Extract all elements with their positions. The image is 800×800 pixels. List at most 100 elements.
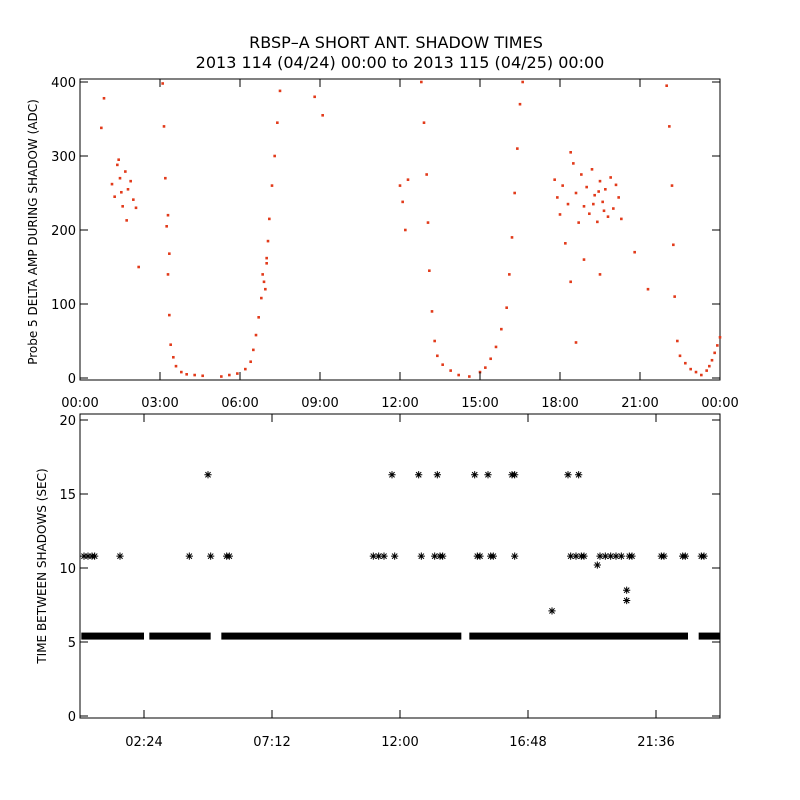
bottom-point-4	[116, 552, 124, 560]
top-point-89	[580, 173, 583, 176]
bottom-point-48	[660, 552, 668, 560]
top-point-55	[404, 228, 407, 232]
top-point-17	[164, 176, 167, 180]
top-point-131	[716, 344, 719, 347]
top-point-85	[566, 202, 570, 206]
top-point-86	[572, 162, 575, 165]
top-point-127	[705, 369, 708, 372]
bottom-point-0	[80, 552, 88, 560]
top-panel: 00:00 03:00 06:00 09:00 12:00 15:00 18:00 21:00…	[26, 76, 739, 411]
bottom-point-6	[204, 471, 212, 479]
bottom-point-20	[439, 552, 447, 560]
top-point-37	[262, 280, 266, 284]
top-point-43	[276, 121, 279, 124]
top-point-120	[673, 295, 676, 298]
top-point-73	[500, 327, 503, 331]
bottom-point-13	[388, 471, 396, 479]
top-point-41	[270, 184, 274, 187]
bottom-point-50	[681, 552, 689, 560]
top-point-1	[113, 195, 116, 198]
bottom-x-tick-label: 12:00	[381, 735, 418, 750]
bottom-point-43	[623, 586, 631, 594]
top-point-70	[484, 366, 487, 369]
bottom-point-9	[225, 552, 233, 560]
top-point-56	[406, 178, 410, 181]
top-point-5	[124, 170, 127, 173]
top-x-tick-label: 12:00	[381, 396, 418, 411]
bottom-plot-frame	[79, 413, 721, 719]
top-point-25	[185, 373, 188, 376]
top-x-tick-label: 18:00	[541, 396, 578, 411]
top-point-117	[668, 125, 671, 128]
top-point-53	[398, 184, 402, 187]
bottom-point-42	[617, 552, 625, 560]
bottom-point-31	[564, 471, 572, 479]
top-y-tick-label: 0	[68, 372, 76, 387]
top-point-114	[633, 250, 636, 254]
top-point-60	[426, 221, 430, 224]
top-point-23	[174, 364, 178, 368]
bottom-y-axis-label: TIME BETWEEN SHADOWS (SEC)	[35, 468, 49, 664]
top-point-130	[713, 351, 716, 355]
top-point-59	[425, 173, 428, 176]
top-point-81	[553, 178, 556, 181]
top-point-125	[694, 370, 698, 374]
top-point-126	[700, 373, 703, 377]
bottom-point-1	[84, 552, 92, 560]
bottom-x-tick-label: 07:12	[253, 735, 290, 750]
bottom-point-41	[612, 552, 620, 560]
top-point-27	[201, 374, 204, 378]
bottom-point-16	[417, 552, 425, 560]
top-point-18	[165, 225, 168, 228]
bottom-baseline-band	[81, 632, 720, 640]
top-point-66	[449, 369, 452, 372]
top-y-tick-label: 300	[51, 150, 76, 165]
top-point-96	[598, 179, 602, 183]
top-point-97	[601, 200, 604, 204]
top-y-axis-label: Probe 5 DELTA AMP DURING SHADOW (ADC)	[26, 99, 40, 365]
top-point-83	[558, 213, 562, 216]
baseline-segment-0	[81, 632, 144, 640]
bottom-point-30	[548, 607, 556, 615]
top-data-points	[100, 80, 722, 378]
top-point-80	[521, 80, 524, 84]
top-point-26	[193, 373, 196, 377]
top-y-tick-label: 100	[51, 298, 76, 313]
top-point-123	[684, 361, 687, 365]
top-y-axis: 0 100 200 300 400	[51, 76, 720, 387]
top-point-10	[120, 190, 123, 194]
bottom-point-3	[91, 552, 99, 560]
top-point-113	[574, 341, 578, 344]
bottom-point-29	[511, 552, 519, 560]
bottom-point-52	[700, 552, 708, 560]
top-point-88	[577, 221, 580, 224]
bottom-x-tick-label: 02:24	[125, 735, 162, 750]
top-point-40	[268, 217, 271, 221]
top-point-94	[593, 193, 596, 197]
top-point-75	[508, 273, 511, 276]
top-point-44	[278, 89, 282, 93]
top-point-22	[172, 355, 175, 359]
bottom-y-tick-label: 20	[59, 414, 76, 429]
top-point-15	[161, 82, 164, 85]
bottom-point-24	[484, 471, 492, 479]
top-point-38	[265, 262, 268, 265]
top-x-tick-label: 00:00	[701, 396, 738, 411]
top-point-112	[569, 280, 572, 284]
bottom-point-18	[433, 471, 441, 479]
top-point-39	[266, 239, 270, 243]
top-point-51	[168, 252, 171, 255]
bottom-point-7	[207, 552, 215, 560]
top-point-119	[672, 243, 675, 247]
bottom-point-40	[607, 552, 615, 560]
top-x-tick-label: 09:00	[301, 396, 338, 411]
bottom-y-tick-label: 15	[59, 488, 76, 503]
top-point-90	[582, 205, 586, 208]
top-point-129	[710, 358, 714, 362]
top-point-9	[117, 158, 120, 161]
bottom-y-tick-label: 0	[68, 710, 76, 725]
bottom-point-32	[567, 552, 575, 560]
top-point-45	[261, 273, 264, 276]
bottom-point-46	[628, 552, 636, 560]
